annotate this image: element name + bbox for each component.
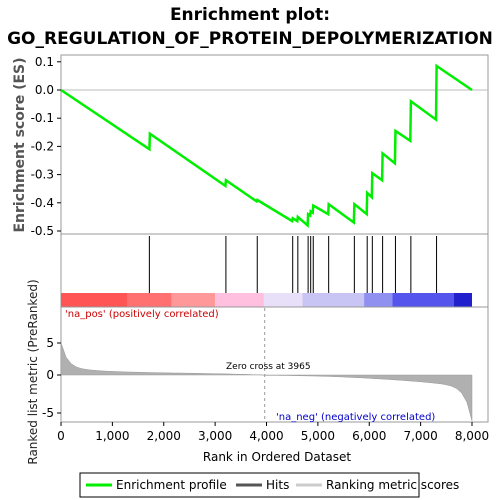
pos-label: 'na_pos' (positively correlated) xyxy=(65,309,219,320)
ranked-ytick-label: 0 xyxy=(46,368,54,382)
es-ytick-label: -0.3 xyxy=(31,168,54,182)
ranked-y-axis: 5 0 -5 xyxy=(42,336,61,420)
ranked-ytick-label: 5 xyxy=(46,336,54,350)
es-ytick-label: 0.0 xyxy=(35,83,54,97)
xtick-label: 5,000 xyxy=(301,429,335,443)
colorbar-segment xyxy=(364,293,393,308)
xtick-label: 6,000 xyxy=(352,429,386,443)
ranked-panel-frame xyxy=(60,306,489,423)
es-ytick-label: -0.1 xyxy=(31,111,54,125)
xtick-label: 2,000 xyxy=(147,429,181,443)
colorbar-segment xyxy=(215,293,264,308)
chart-title-line2: GO_REGULATION_OF_PROTEIN_DEPOLYMERIZATIO… xyxy=(7,29,493,49)
xtick-label: 1,000 xyxy=(95,429,129,443)
hits-markers xyxy=(148,236,438,296)
xtick-label: 8,000 xyxy=(455,429,489,443)
xtick-label: 0 xyxy=(57,429,65,443)
es-panel-frame xyxy=(60,54,489,235)
ranked-ytick-label: -5 xyxy=(42,406,54,420)
legend-ranking-label: Ranking metric scores xyxy=(326,478,459,492)
legend-box xyxy=(79,472,420,498)
es-ytick-label: 0.1 xyxy=(35,55,54,69)
es-ytick-label: -0.2 xyxy=(31,139,54,153)
colorbar-segment xyxy=(302,293,365,308)
x-axis: 0 1,000 2,000 3,000 4,000 5,000 6,000 7,000 8,00… xyxy=(57,422,489,443)
xtick-label: 7,000 xyxy=(403,429,437,443)
es-y-axis: 0.1 0.0 -0.1 -0.2 -0.3 -0.4 -0.5 xyxy=(31,55,61,238)
colorbar-segment xyxy=(61,293,128,308)
enrichment-profile-line xyxy=(60,63,473,229)
ranking-metric-area xyxy=(60,342,473,422)
ranked-ylabel: Ranked list metric (PreRanked) xyxy=(26,279,40,464)
chart-title-line1: Enrichment plot: xyxy=(170,5,330,25)
xtick-label: 4,000 xyxy=(249,429,283,443)
colorbar-segment xyxy=(127,293,172,308)
ranking-colorbar xyxy=(61,293,472,308)
x-axis-label: Rank in Ordered Dataset xyxy=(203,450,351,464)
legend-hits-label: Hits xyxy=(266,478,289,492)
colorbar-segment xyxy=(263,293,303,308)
es-ytick-label: -0.4 xyxy=(31,196,54,210)
es-ytick-label: -0.5 xyxy=(31,224,54,238)
legend-enrichment-label: Enrichment profile xyxy=(116,478,227,492)
colorbar-segment xyxy=(171,293,216,308)
colorbar-segment xyxy=(392,293,455,308)
es-ylabel: Enrichment score (ES) xyxy=(12,57,28,232)
zero-cross-label: Zero cross at 3965 xyxy=(226,362,311,372)
colorbar-segment xyxy=(454,293,472,308)
xtick-label: 3,000 xyxy=(198,429,232,443)
neg-label: 'na_neg' (negatively correlated) xyxy=(276,412,435,423)
